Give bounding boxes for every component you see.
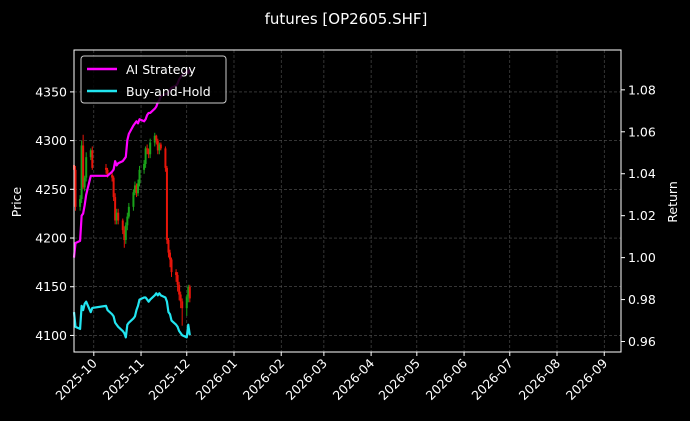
candle-body (175, 272, 178, 276)
candle-body (74, 169, 77, 207)
candle-body (159, 144, 162, 149)
legend-label-buy-and-hold: Buy-and-Hold (126, 84, 211, 99)
y-tick-label-right: 0.96 (628, 334, 656, 349)
candle-body (132, 192, 135, 207)
candle-body (143, 163, 146, 170)
candle-body (114, 197, 117, 221)
candle-body (144, 148, 147, 164)
candle-body (126, 216, 129, 226)
candle-body (158, 144, 161, 151)
candles (73, 132, 191, 326)
candle-body (149, 142, 152, 155)
candle-body (136, 183, 139, 194)
candle-body (164, 148, 167, 168)
candle-body (111, 174, 114, 178)
y-axis-title-right: Return (665, 181, 680, 222)
candle-body (138, 169, 141, 184)
candle-body (153, 135, 156, 143)
y-tick-label-left: 4300 (35, 133, 67, 148)
candle-body (117, 212, 120, 221)
y-tick-label-left: 4100 (35, 328, 67, 343)
candle-body (80, 145, 83, 200)
candle-body (178, 284, 181, 295)
y-tick-label-right: 1.00 (628, 250, 656, 265)
candle-body (156, 140, 159, 151)
y-tick-label-right: 1.04 (628, 166, 656, 181)
candle-body (124, 225, 127, 240)
plot-frame (73, 49, 622, 353)
y-tick-label-left: 4200 (35, 231, 67, 246)
y-tick-label-right: 1.06 (628, 124, 656, 139)
candle-body (121, 220, 124, 231)
candle-body (176, 275, 179, 285)
legend: AI Strategy Buy-and-Hold (80, 55, 227, 104)
legend-box (80, 55, 227, 104)
candle-body (170, 259, 173, 273)
candle-body (79, 199, 82, 207)
y-tick-label-left: 4350 (35, 84, 67, 99)
candle-body (123, 230, 126, 240)
candle-body (133, 185, 136, 193)
candle-body (106, 169, 109, 175)
candle-body (185, 296, 188, 309)
y-tick-label-right: 0.98 (628, 292, 656, 307)
candle-body (179, 294, 182, 302)
candle-body (188, 286, 191, 299)
candle-body (155, 135, 158, 141)
candle-body (168, 252, 171, 260)
candle-body (112, 177, 115, 198)
candle-body (147, 149, 150, 155)
y-axis-title-left: Price (9, 186, 24, 217)
candle-body (104, 167, 107, 170)
chart-title: futures [OP2605.SHF] (265, 10, 428, 28)
candle-body (181, 301, 184, 309)
candle-body (167, 239, 170, 253)
candle-body (146, 148, 149, 150)
y-tick-label-left: 4150 (35, 279, 67, 294)
candle-body (82, 145, 85, 188)
candle-body (165, 167, 168, 240)
candle-body (89, 150, 92, 158)
candle-body (135, 185, 138, 194)
legend-label-ai-strategy: AI Strategy (126, 62, 196, 77)
candle-body (83, 177, 86, 188)
candle-body (187, 286, 190, 297)
y-tick-label-left: 4250 (35, 182, 67, 197)
candle-body (115, 212, 118, 221)
y-tick-label-right: 1.02 (628, 208, 656, 223)
candle-body (91, 150, 94, 168)
candle-body (127, 206, 130, 217)
candle-body (85, 157, 88, 178)
series-line-buy-and-hold (72, 292, 191, 339)
y-tick-label-right: 1.08 (628, 82, 656, 97)
